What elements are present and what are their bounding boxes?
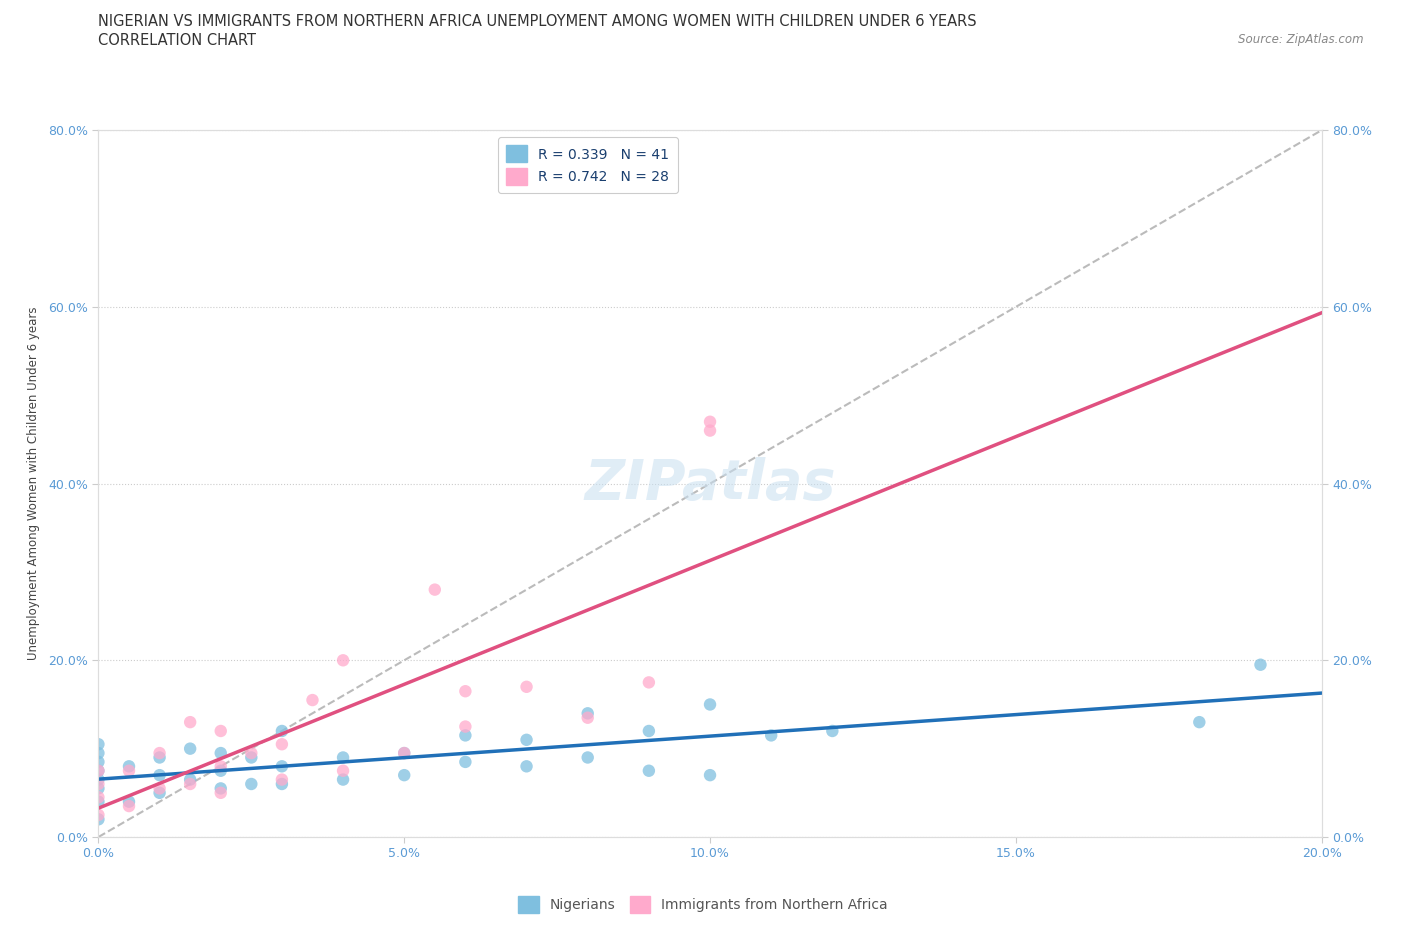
Point [576, 706, 599, 721]
Point [423, 582, 446, 597]
Point [118, 759, 141, 774]
Point [149, 768, 172, 783]
Point [240, 777, 263, 791]
Point [1188, 714, 1211, 729]
Point [118, 799, 141, 814]
Point [759, 728, 782, 743]
Point [699, 768, 721, 783]
Point [87, 794, 110, 809]
Point [576, 711, 599, 725]
Point [332, 750, 354, 764]
Point [87, 764, 110, 778]
Point [209, 785, 232, 800]
Point [87, 772, 110, 787]
Text: ZIPatlas: ZIPatlas [585, 457, 835, 511]
Point [87, 777, 110, 791]
Point [637, 764, 661, 778]
Point [87, 737, 110, 751]
Point [332, 653, 354, 668]
Point [149, 746, 172, 761]
Point [821, 724, 844, 738]
Point [87, 764, 110, 778]
Point [149, 750, 172, 764]
Point [87, 807, 110, 822]
Y-axis label: Unemployment Among Women with Children Under 6 years: Unemployment Among Women with Children U… [27, 307, 39, 660]
Point [270, 759, 292, 774]
Point [699, 698, 721, 712]
Point [392, 768, 416, 783]
Point [118, 794, 141, 809]
Point [209, 746, 232, 761]
Point [179, 741, 201, 756]
Point [454, 728, 477, 743]
Point [516, 679, 538, 694]
Point [392, 746, 416, 761]
Point [516, 759, 538, 774]
Point [149, 781, 172, 796]
Point [179, 714, 201, 729]
Point [699, 415, 721, 430]
Point [332, 764, 354, 778]
Point [149, 785, 172, 800]
Point [87, 754, 110, 769]
Point [301, 693, 323, 708]
Legend: R = 0.339   N = 41, R = 0.742   N = 28: R = 0.339 N = 41, R = 0.742 N = 28 [498, 137, 678, 193]
Text: NIGERIAN VS IMMIGRANTS FROM NORTHERN AFRICA UNEMPLOYMENT AMONG WOMEN WITH CHILDR: NIGERIAN VS IMMIGRANTS FROM NORTHERN AFR… [98, 14, 977, 29]
Point [240, 750, 263, 764]
Point [87, 746, 110, 761]
Point [270, 737, 292, 751]
Point [637, 724, 661, 738]
Point [270, 777, 292, 791]
Legend: Nigerians, Immigrants from Northern Africa: Nigerians, Immigrants from Northern Afri… [512, 890, 894, 919]
Text: Source: ZipAtlas.com: Source: ZipAtlas.com [1239, 33, 1364, 46]
Point [270, 724, 292, 738]
Point [209, 759, 232, 774]
Point [209, 781, 232, 796]
Point [240, 746, 263, 761]
Point [454, 684, 477, 698]
Point [516, 733, 538, 748]
Point [1249, 658, 1271, 672]
Point [209, 724, 232, 738]
Point [454, 719, 477, 734]
Point [87, 812, 110, 827]
Text: CORRELATION CHART: CORRELATION CHART [98, 33, 256, 47]
Point [87, 781, 110, 796]
Point [179, 772, 201, 787]
Point [118, 764, 141, 778]
Point [87, 790, 110, 804]
Point [392, 746, 416, 761]
Point [637, 675, 661, 690]
Point [332, 772, 354, 787]
Point [209, 764, 232, 778]
Point [454, 754, 477, 769]
Point [179, 777, 201, 791]
Point [699, 423, 721, 438]
Point [576, 750, 599, 764]
Point [270, 772, 292, 787]
